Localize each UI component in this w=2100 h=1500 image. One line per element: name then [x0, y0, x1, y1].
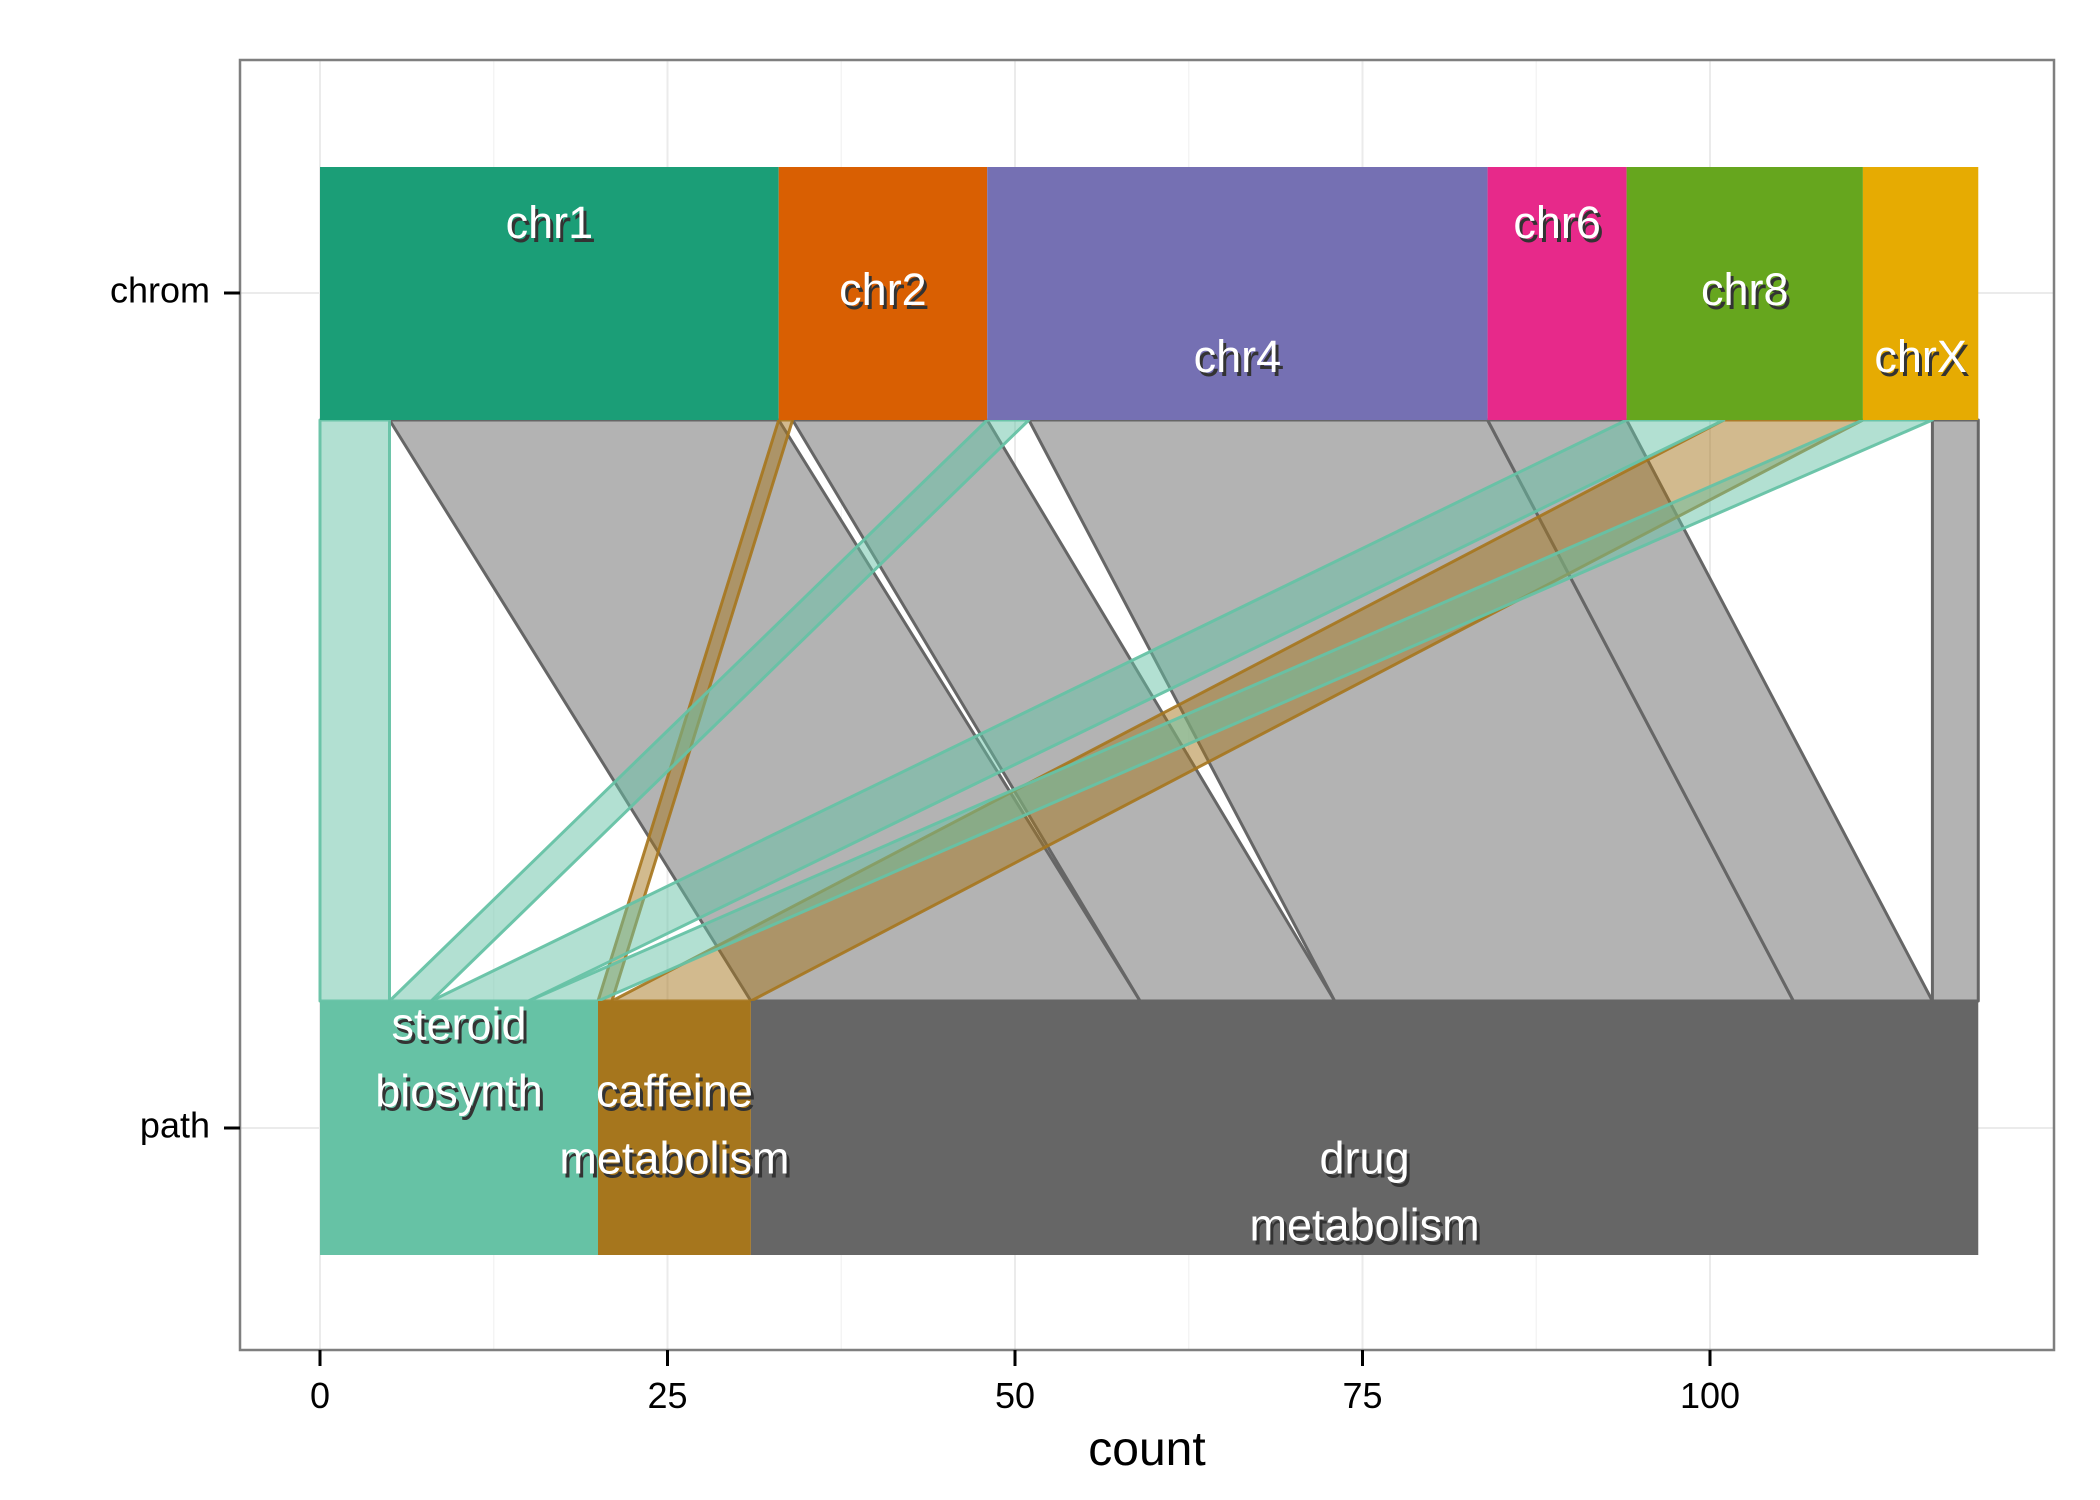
- stratum-label-caffeine-metabolism-line2: metabolism: [559, 1132, 789, 1183]
- y-tick-label-chrom: chrom: [110, 270, 210, 311]
- stratum-label-chr8-shadow: chr8: [1704, 268, 1792, 319]
- stratum-chr4: [987, 167, 1488, 420]
- y-axis: chrom path: [110, 270, 240, 1146]
- stratum-label-chr2: chr2: [839, 264, 927, 315]
- x-tick-label-100: 100: [1680, 1375, 1740, 1416]
- stratum-drug-metabolism: [750, 1001, 1979, 1255]
- stratum-label-chr1: chr1: [506, 197, 594, 248]
- stratum-label-steroid-biosynth-line2: biosynth: [375, 1065, 543, 1116]
- stratum-label-chr1-shadow: chr1: [509, 201, 597, 252]
- stratum-chr8: [1626, 167, 1863, 420]
- stratum-label-caffeine-metabolism-line1-shadow: caffeine: [599, 1069, 756, 1120]
- x-tick-label-25: 25: [647, 1375, 687, 1416]
- plot-border: [238, 58, 2056, 1352]
- x-axis-title: count: [1088, 1423, 1205, 1476]
- stratum-label-drug-metabolism-line1-shadow: drug: [1323, 1136, 1413, 1187]
- stratum-label-chr8: chr8: [1701, 264, 1789, 315]
- stratum-caffeine-metabolism: [598, 1001, 751, 1255]
- flow-chrx-to-drug-metabolism: [1930, 418, 1980, 1003]
- stratum-label-caffeine-metabolism-line1: caffeine: [596, 1065, 753, 1116]
- stratum-label-chr6: chr6: [1513, 197, 1601, 248]
- x-tick-label-0: 0: [310, 1375, 330, 1416]
- stratum-chr1: [320, 167, 779, 420]
- y-tick-label-path: path: [140, 1105, 210, 1146]
- stratum-label-chrx-shadow: chrX: [1877, 335, 1970, 386]
- stratum-label-chr6-shadow: chr6: [1516, 201, 1604, 252]
- stratum-chr6: [1487, 167, 1627, 420]
- stratum-chr2: [778, 167, 988, 420]
- stratum-label-chr4-shadow: chr4: [1197, 335, 1285, 386]
- stratum-label-drug-metabolism-line2-shadow: metabolism: [1253, 1203, 1483, 1254]
- stratum-label-caffeine-metabolism-line2-shadow: metabolism: [562, 1136, 792, 1187]
- stratum-label-chr2-shadow: chr2: [842, 268, 930, 319]
- stratum-chrx: [1862, 167, 1979, 420]
- strata: [320, 167, 1979, 1255]
- x-tick-label-50: 50: [995, 1375, 1035, 1416]
- stratum-steroid-biosynth: [320, 1001, 598, 1255]
- flow-chr1-to-steroid-biosynth: [318, 418, 391, 1003]
- flows: [318, 418, 1980, 1003]
- stratum-label-chr4: chr4: [1194, 331, 1282, 382]
- stratum-label-drug-metabolism-line1: drug: [1320, 1132, 1410, 1183]
- x-tick-label-75: 75: [1342, 1375, 1382, 1416]
- stratum-label-steroid-biosynth-line1-shadow: steroid: [394, 1002, 529, 1053]
- stratum-label-steroid-biosynth-line1: steroid: [391, 998, 526, 1049]
- stratum-label-drug-metabolism-line2: metabolism: [1250, 1199, 1480, 1250]
- stratum-label-steroid-biosynth-line2-shadow: biosynth: [378, 1069, 546, 1120]
- stratum-label-chrx: chrX: [1874, 331, 1967, 382]
- x-axis: 0 25 50 75 100: [310, 1350, 1740, 1416]
